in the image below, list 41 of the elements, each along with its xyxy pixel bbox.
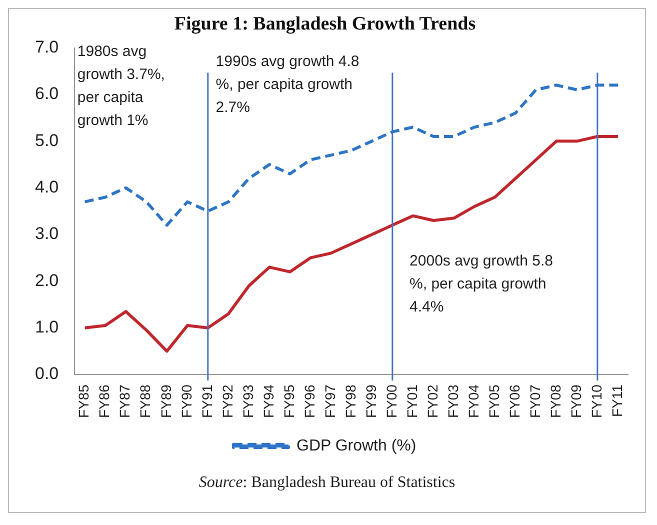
y-tick-label: 6.0: [34, 84, 59, 104]
x-tick-label: FY97: [322, 384, 338, 418]
y-tick-label: 2.0: [34, 270, 59, 290]
y-tick-label: 3.0: [34, 224, 59, 244]
y-tick-label: 4.0: [34, 178, 59, 197]
annotation: 2000s avg growth 5.8 %, per capita growth 4.4%: [410, 252, 553, 316]
x-tick-label: FY98: [342, 384, 358, 418]
x-tick-label: FY87: [116, 384, 133, 418]
x-tick-label: FY86: [96, 384, 112, 418]
x-tick-label: FY96: [301, 384, 318, 418]
x-tick-label: FY92: [219, 384, 236, 418]
x-tick-label: FY93: [240, 384, 256, 418]
x-tick-label: FY09: [568, 384, 584, 418]
annotation: 1980s avg growth 3.7%, per capita growth 1%: [77, 43, 165, 130]
x-tick-label: FY03: [444, 384, 461, 418]
x-tick-label: FY10: [588, 384, 604, 418]
x-tick-label: FY89: [158, 384, 174, 418]
y-tick-label: 5.0: [34, 130, 59, 150]
x-tick-label: FY08: [547, 384, 564, 418]
x-tick-label: FY00: [383, 384, 400, 418]
x-tick-label: FY88: [137, 384, 154, 418]
y-tick-label: 7.0: [34, 37, 59, 56]
x-tick-label: FY07: [526, 384, 543, 418]
legend-label: GDP Growth (%): [296, 437, 416, 454]
x-tick-label: FY01: [404, 384, 420, 418]
x-tick-label: FY02: [424, 384, 440, 418]
x-tick-label: FY85: [76, 384, 92, 418]
chart-title: Figure 1: Bangladesh Growth Trends: [174, 13, 476, 34]
annotation: 1990s avg growth 4.8 %, per capita growth 2.7%: [216, 52, 360, 116]
x-tick-label: FY95: [280, 384, 297, 418]
x-tick-label: FY04: [465, 384, 482, 418]
x-tick-label: FY06: [506, 384, 522, 418]
x-tick-label: FY99: [362, 384, 379, 418]
y-tick-label: 1.0: [34, 318, 59, 337]
y-tick-label: 0.0: [34, 364, 59, 384]
x-tick-label: FY90: [178, 384, 194, 418]
x-tick-label: FY11: [608, 384, 625, 417]
x-tick-label: FY91: [198, 384, 215, 418]
x-tick-label: FY94: [260, 384, 276, 418]
x-tick-label: FY05: [486, 384, 502, 418]
source-note: Source: Bangladesh Bureau of Statistics: [198, 474, 456, 491]
